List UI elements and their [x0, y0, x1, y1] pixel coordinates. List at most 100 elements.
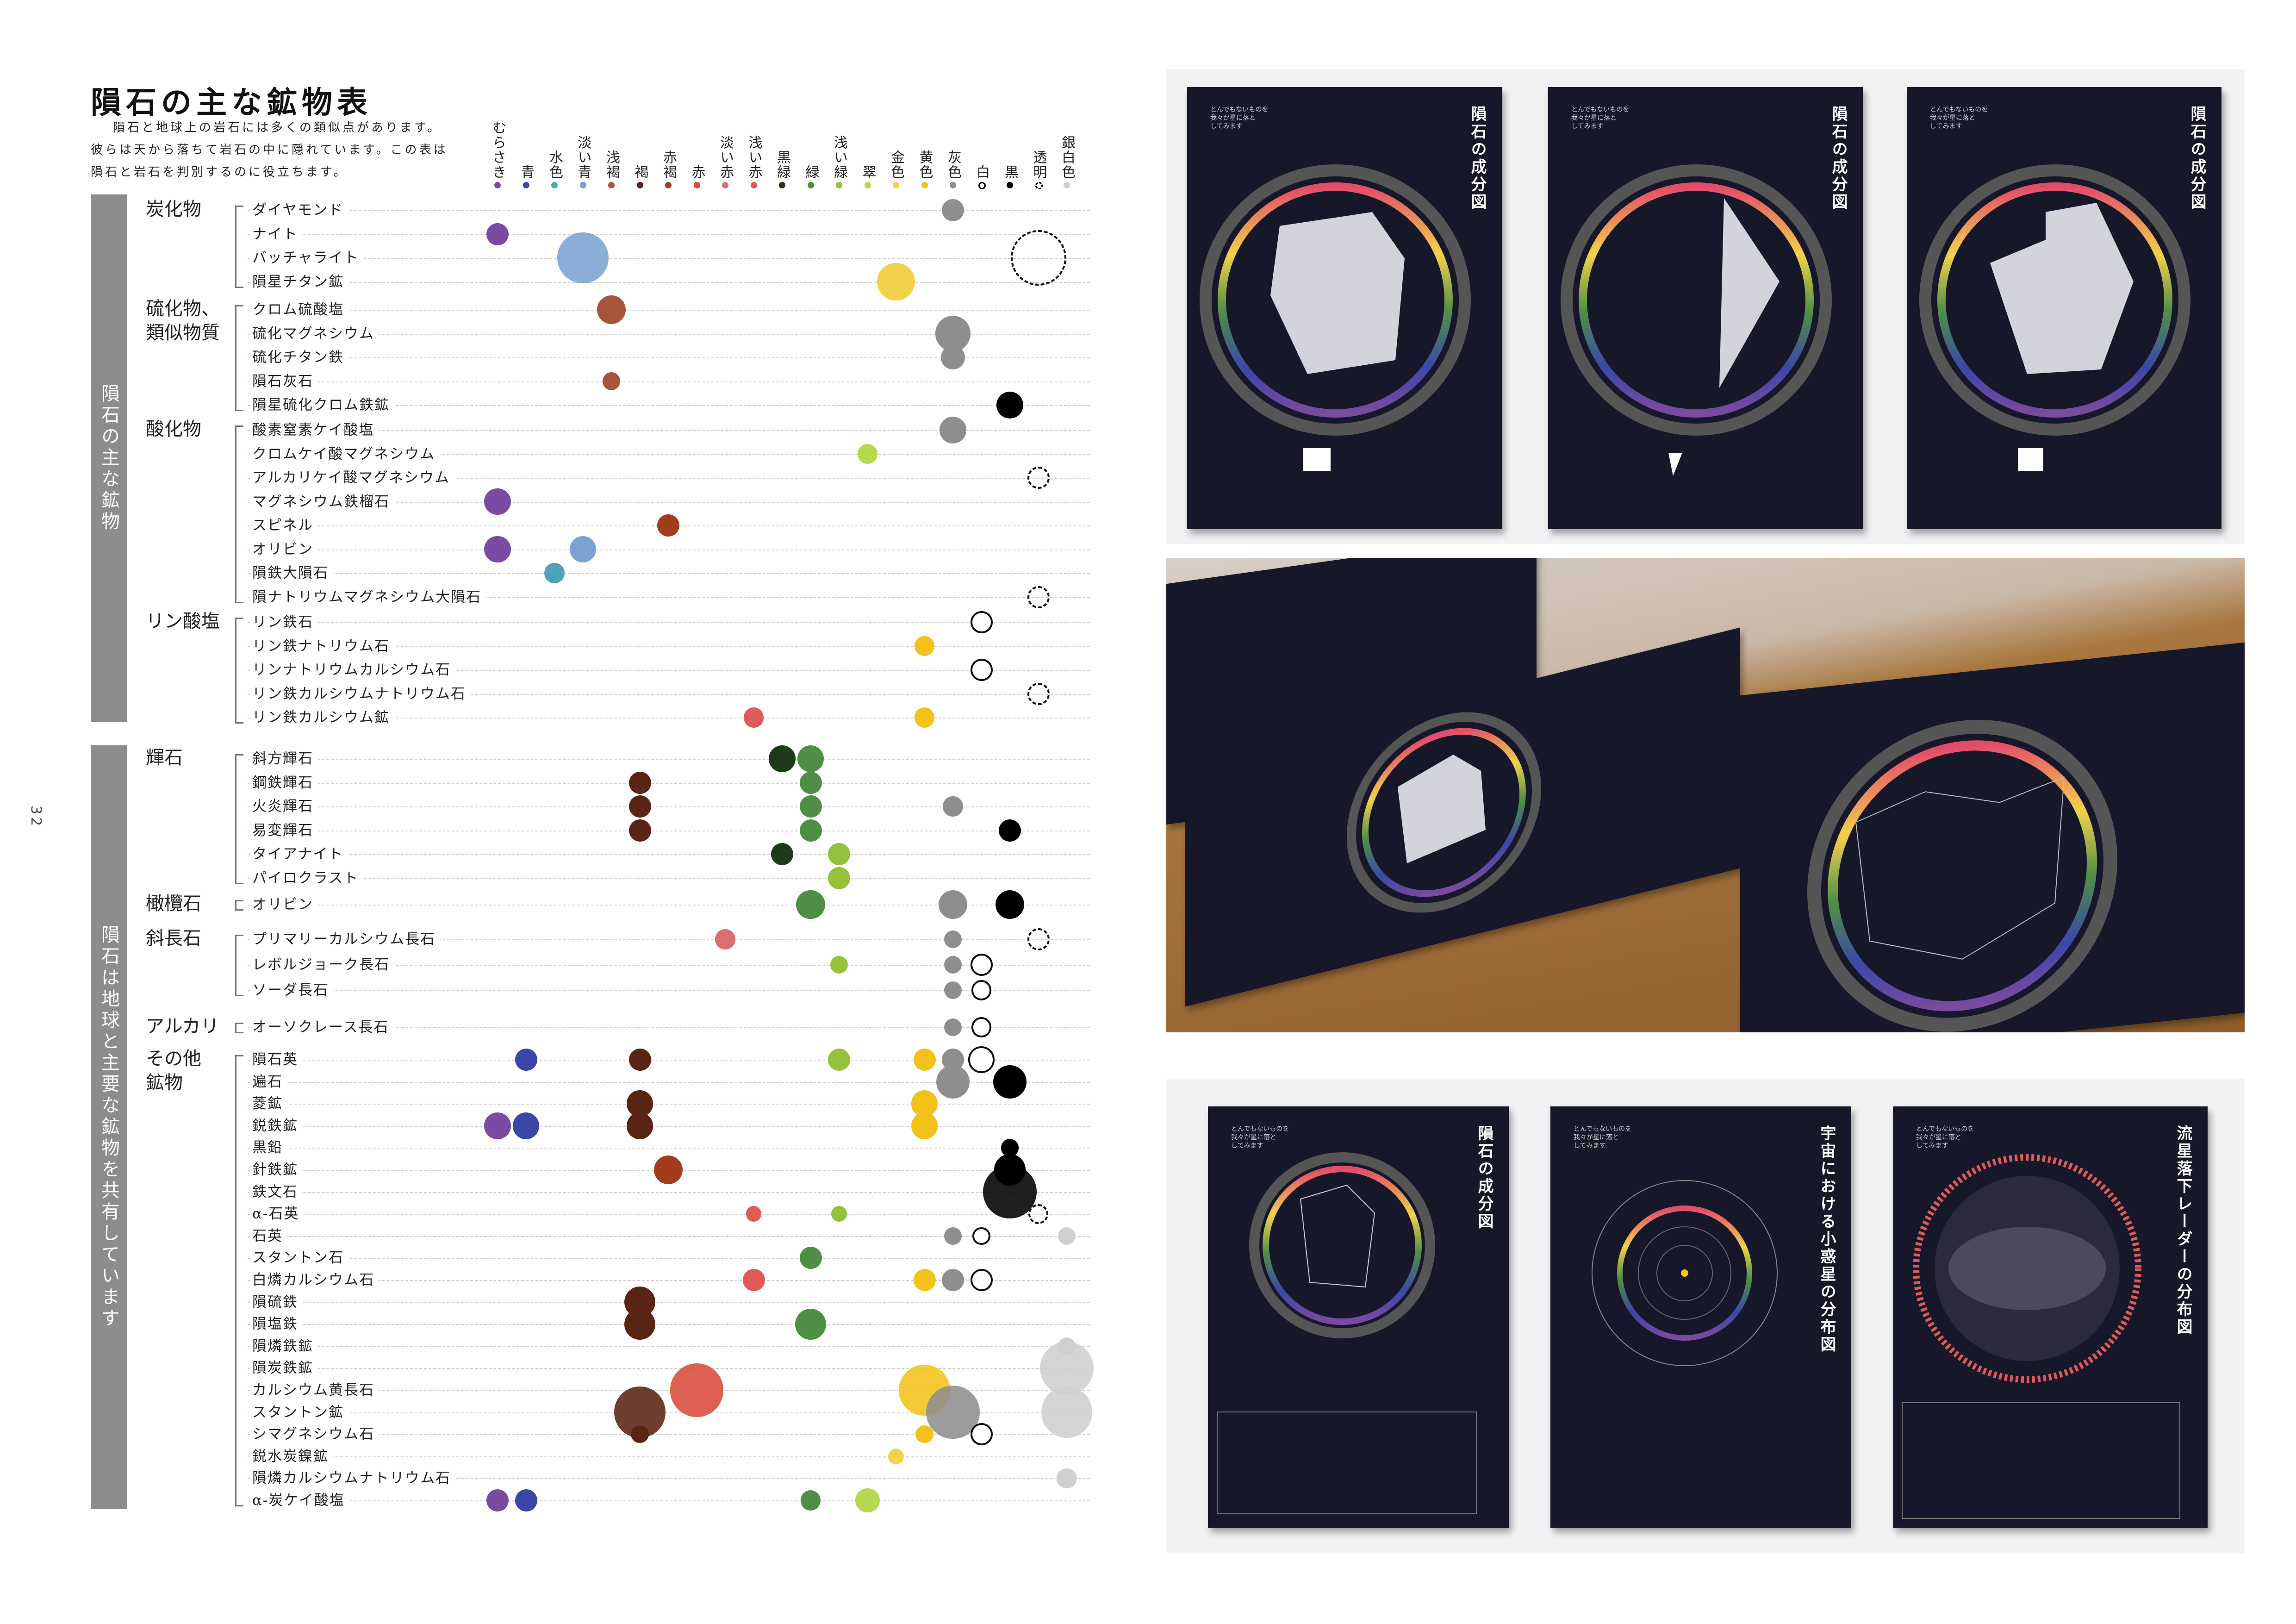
- mineral-row: ナイト: [248, 223, 1090, 245]
- mineral-name: 遍石: [252, 1070, 287, 1093]
- poster-title: 隕石の成分図: [1829, 106, 1848, 211]
- mineral-dot: [1027, 928, 1050, 950]
- mineral-dot: [799, 1247, 822, 1269]
- mineral-row: 隕鉄大隕石: [248, 562, 1090, 584]
- mineral-row: クロム硫酸塩: [248, 299, 1090, 321]
- color-column-header: 赤: [689, 165, 705, 180]
- mineral-dot: [914, 636, 935, 656]
- group-bracket: [235, 425, 243, 603]
- mineral-row: リン鉄石: [248, 611, 1090, 633]
- mineral-name: 硫化マグネシウム: [252, 322, 379, 345]
- left-page: 隕石の主な鉱物表 隕石と地球上の岩石には多くの類似点があります。彼らは天から落ち…: [28, 85, 1094, 1513]
- mineral-name: ナイト: [252, 223, 303, 245]
- poster-header: とんでもないものを 我々が星に落と してみます: [1571, 106, 1630, 130]
- mineral-dot: [1041, 1387, 1093, 1438]
- asteroid-orbit-diagram: [1592, 1180, 1778, 1366]
- mineral-row: プリマリーカルシウム長石: [248, 928, 1090, 950]
- mineral-name: 隕鉄大隕石: [252, 562, 333, 584]
- mineral-row: オリビン: [248, 538, 1090, 561]
- mineral-dot: [913, 1269, 936, 1291]
- mineral-dot: [940, 345, 965, 370]
- color-swatch: [1035, 182, 1043, 189]
- poster-2: とんでもないものを 我々が星に落と してみます 隕石の成分図: [1548, 87, 1863, 529]
- mineral-name: リン鉄ナトリウム石: [252, 635, 394, 657]
- color-column-header: 褐: [632, 165, 648, 180]
- mineral-name: 黒鉛: [252, 1137, 287, 1159]
- mineral-name: α-石英: [252, 1203, 304, 1225]
- group-bracket: [235, 1055, 243, 1506]
- mineral-dot: [799, 795, 822, 818]
- poster-1: とんでもないものを 我々が星に落と してみます 隕石の成分図: [1187, 87, 1502, 529]
- mineral-dot: [828, 867, 850, 889]
- page-title: 隕石の主な鉱物表: [91, 85, 372, 120]
- poster-3: とんでもないものを 我々が星に落と してみます 隕石の成分図: [1907, 87, 2221, 529]
- mineral-row: リン鉄カルシウムナトリウム石: [248, 682, 1090, 705]
- mineral-name: ソーダ長石: [252, 979, 333, 1001]
- mineral-dot: [743, 707, 764, 728]
- poster-title: 隕石の成分図: [2188, 106, 2206, 211]
- color-column-header: 黄色: [916, 150, 933, 180]
- mineral-name: リン鉄カルシウムナトリウム石: [252, 682, 471, 705]
- mineral-dot: [830, 956, 848, 974]
- mineral-dot: [970, 659, 993, 681]
- mineral-dot: [970, 1423, 993, 1446]
- mineral-dot: [653, 1155, 683, 1185]
- color-swatch: [494, 182, 501, 188]
- mineral-name: 鉄文石: [252, 1181, 303, 1203]
- page-number: 32: [28, 806, 44, 829]
- mineral-dot: [938, 890, 968, 919]
- mineral-dot: [1001, 1139, 1019, 1157]
- mineral-dot: [1027, 586, 1050, 608]
- color-column-header: 淡い青: [575, 135, 591, 180]
- mineral-dot: [911, 1112, 938, 1139]
- mineral-row: タイアナイト: [248, 843, 1090, 865]
- mineral-row: 石英: [248, 1224, 1090, 1247]
- mineral-dot: [484, 1112, 511, 1139]
- poster-header: とんでもないものを 我々が星に落と してみます: [1916, 1125, 1974, 1149]
- mineral-name: レボルジョーク長石: [252, 954, 394, 976]
- color-swatch: [921, 182, 928, 188]
- mineral-row: 隕石灰石: [248, 370, 1090, 393]
- mineral-name: α-炭ケイ酸塩: [252, 1489, 349, 1512]
- mineral-dot: [828, 1049, 850, 1071]
- mineral-dot: [983, 1165, 1037, 1219]
- intro-text: 隕石と地球上の岩石には多くの類似点があります。彼らは天から落ちて岩石の中に隠れて…: [91, 121, 448, 179]
- mineral-row: クロムケイ酸マグネシウム: [248, 443, 1090, 465]
- mineral-name: クロムケイ酸マグネシウム: [252, 443, 440, 465]
- color-swatch: [1064, 182, 1070, 188]
- mineral-dot: [970, 611, 993, 633]
- mineral-name: プリマリーカルシウム長石: [252, 928, 440, 950]
- mineral-dot: [942, 1269, 964, 1291]
- mineral-dot: [944, 981, 962, 999]
- mineral-dot: [996, 392, 1023, 418]
- mineral-row: リン鉄ナトリウム石: [248, 635, 1090, 657]
- mineral-name: アルカリケイ酸マグネシウム: [252, 467, 455, 489]
- side-label-top: 隕石の主な鉱物: [98, 384, 119, 533]
- mineral-dot: [486, 223, 509, 245]
- mineral-dot: [1057, 1468, 1077, 1488]
- poster-title: 隕石の成分図: [1475, 1125, 1493, 1230]
- mineral-dot: [484, 488, 511, 515]
- mineral-row: スタントン鉱: [248, 1401, 1090, 1424]
- mineral-row: 鋼鉄輝石: [248, 771, 1090, 794]
- mineral-name: 石英: [252, 1224, 287, 1247]
- mineral-name: 鋼鉄輝石: [252, 771, 318, 794]
- mineral-name: スタントン鉱: [252, 1401, 348, 1424]
- color-column-header: 銀白色: [1059, 135, 1075, 180]
- side-bar-top: 隕石の主な鉱物: [91, 194, 127, 722]
- mineral-name: スタントン石: [252, 1247, 348, 1269]
- mineral-row: 隕塩鉄: [248, 1313, 1090, 1336]
- mineral-row: 隕炭鉄鉱: [248, 1357, 1090, 1380]
- mineral-dot: [915, 1425, 933, 1443]
- mineral-dot: [631, 1425, 649, 1443]
- mineral-dot: [597, 295, 626, 325]
- mineral-row: α-石英: [248, 1203, 1090, 1225]
- poster-5: とんでもないものを 我々が星に落と してみます 宇宙における小惑星の分布図: [1550, 1106, 1851, 1528]
- color-swatch: [978, 182, 986, 189]
- color-column-header: 灰色: [945, 150, 961, 180]
- mineral-name: 火炎輝石: [252, 795, 318, 818]
- mineral-dot: [913, 1049, 936, 1071]
- mineral-row: パイロクラスト: [248, 867, 1090, 889]
- meteor-radar-map: [1902, 1154, 2180, 1519]
- mineral-dot: [968, 1046, 995, 1073]
